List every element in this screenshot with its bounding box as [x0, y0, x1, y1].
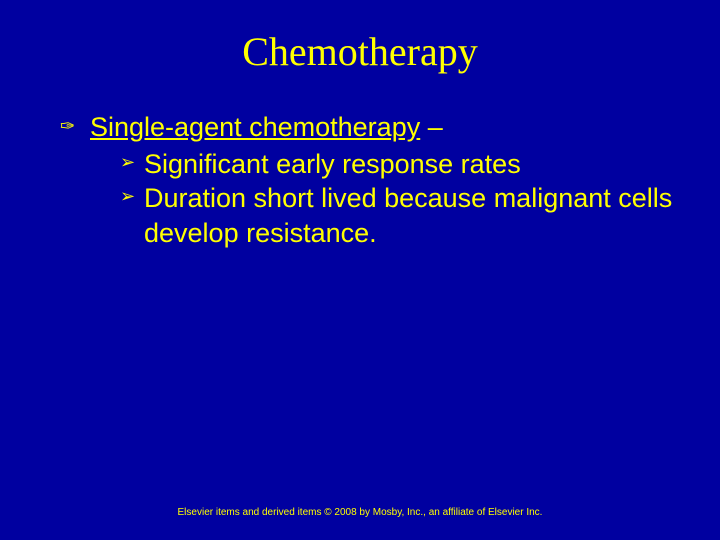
bullet-heading: Single-agent chemotherapy – [90, 111, 680, 145]
sub-bullet-item: ➢ Significant early response rates [120, 147, 680, 182]
slide-title: Chemotherapy [0, 28, 720, 75]
bullet-item: ✑ Single-agent chemotherapy – ➢ Signific… [60, 111, 680, 250]
bullet-heading-underlined: Single-agent chemotherapy [90, 112, 420, 142]
chevron-right-icon: ➢ [120, 151, 135, 174]
sub-bullet-item: ➢ Duration short lived because malignant… [120, 181, 680, 250]
slide: Chemotherapy ✑ Single-agent chemotherapy… [0, 0, 720, 540]
sub-bullet-list: ➢ Significant early response rates ➢ Dur… [90, 147, 680, 251]
bullet-icon: ✑ [60, 117, 75, 135]
bullet-heading-suffix: – [420, 112, 443, 142]
sub-bullet-text: Duration short lived because malignant c… [144, 183, 672, 248]
slide-body: ✑ Single-agent chemotherapy – ➢ Signific… [0, 111, 720, 250]
slide-footer: Elsevier items and derived items © 2008 … [0, 507, 720, 518]
chevron-right-icon: ➢ [120, 185, 135, 208]
sub-bullet-text: Significant early response rates [144, 149, 521, 179]
